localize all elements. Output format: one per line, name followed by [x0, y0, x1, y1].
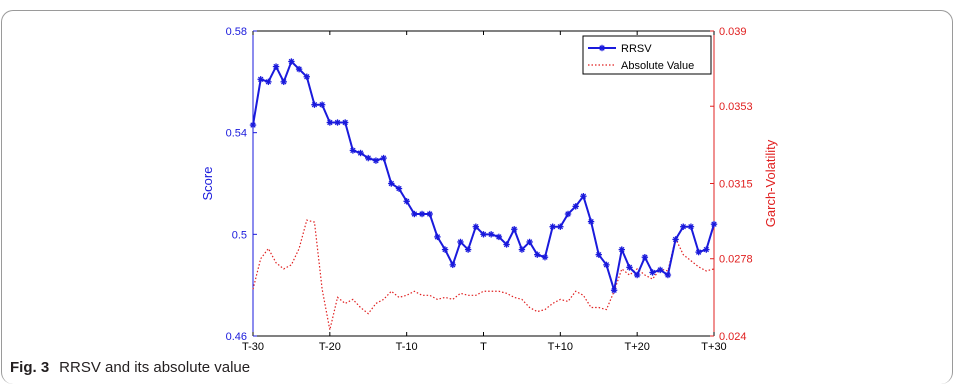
rrsv-point	[526, 238, 533, 246]
rrsv-point	[710, 220, 718, 228]
rrsv-point	[587, 218, 595, 225]
rrsv-point	[557, 223, 564, 230]
rrsv-point	[633, 271, 641, 279]
rrsv-point	[426, 210, 433, 218]
rrsv-point	[534, 251, 541, 258]
y-tick-label: 0.54	[226, 128, 247, 140]
x-tick-label: T-10	[396, 341, 418, 353]
figure-frame	[1, 10, 953, 384]
rrsv-point	[695, 248, 702, 256]
rrsv-point	[265, 78, 272, 86]
rrsv-point	[649, 269, 656, 276]
rrsv-point	[603, 261, 610, 269]
rrsv-point	[372, 157, 380, 164]
rrsv-point	[403, 198, 410, 205]
rrsv-point	[464, 246, 472, 253]
rrsv-point	[487, 231, 495, 238]
y-tick-label: 0.5	[232, 229, 247, 241]
figure-caption-label: Fig. 3	[10, 359, 50, 376]
rrsv-point	[272, 63, 280, 70]
y-tick-label: 0.46	[226, 331, 247, 343]
rrsv-point	[703, 246, 710, 253]
x-tick-label: T-20	[319, 341, 341, 353]
x-tick-label: T+10	[548, 341, 573, 353]
rrsv-point	[349, 147, 357, 154]
rrsv-point	[472, 223, 480, 230]
rrsv-point	[580, 193, 587, 200]
rrsv-point	[441, 246, 449, 253]
rrsv-point	[357, 149, 364, 157]
rrsv-point	[334, 119, 341, 126]
x-tick-label: T+30	[701, 341, 726, 353]
rrsv-point	[380, 154, 387, 162]
y2-tick-label: 0.0278	[719, 254, 753, 266]
rrsv-point	[680, 223, 687, 230]
rrsv-point	[257, 76, 264, 83]
rrsv-point	[280, 78, 287, 86]
rrsv-point	[326, 119, 334, 126]
rrsv-point	[449, 261, 456, 269]
rrsv-point	[288, 58, 295, 65]
rrsv-point	[664, 271, 672, 279]
legend-label-absolute-value: Absolute Value	[621, 60, 694, 72]
legend-marker-rrsv	[598, 44, 606, 52]
legend-box	[582, 35, 712, 75]
y2-tick-label: 0.0353	[719, 101, 753, 113]
y-axis-label: Score	[200, 167, 215, 201]
rrsv-point	[503, 241, 510, 248]
rrsv-point	[618, 246, 625, 253]
rrsv-point	[411, 210, 418, 218]
rrsv-point	[564, 210, 572, 218]
rrsv-point	[311, 101, 318, 108]
x-tick-label: T-30	[242, 341, 264, 353]
figure-caption: Fig. 3 RRSV and its absolute value	[10, 359, 250, 376]
rrsv-point	[457, 238, 464, 246]
rrsv-point	[572, 203, 579, 210]
rrsv-point	[365, 154, 372, 162]
rrsv-point	[303, 73, 310, 80]
rrsv-point	[641, 254, 649, 261]
y2-tick-label: 0.024	[719, 331, 747, 343]
y2-tick-label: 0.039	[719, 26, 747, 38]
rrsv-point	[395, 185, 403, 192]
y-tick-label: 0.58	[226, 26, 247, 38]
rrsv-point	[549, 223, 556, 230]
rrsv-point	[434, 233, 441, 241]
dual-axis-line-chart: T-30 T-20 T-10 T T+10 T+20 T+30 0.46 0.5 0.54 0.58…	[200, 26, 778, 353]
plot-area	[253, 31, 714, 336]
series-line-absolute-value	[252, 219, 715, 331]
figure-caption-text: RRSV and its absolute value	[59, 359, 251, 376]
y2-tick-label: 0.0315	[719, 179, 753, 191]
rrsv-point	[595, 251, 602, 258]
y2-axis-label: Garch-Volatility	[763, 139, 778, 227]
rrsv-point	[318, 101, 326, 108]
rrsv-point	[342, 119, 349, 126]
rrsv-point	[511, 226, 518, 233]
rrsv-point	[657, 266, 664, 274]
rrsv-point	[541, 254, 549, 261]
rrsv-point	[249, 121, 257, 129]
rrsv-point	[295, 65, 303, 73]
rrsv-point	[388, 180, 395, 187]
rrsv-point	[626, 264, 633, 271]
legend-label-rrsv: RRSV	[621, 43, 652, 55]
rrsv-point	[610, 287, 618, 294]
rrsv-point	[672, 236, 679, 243]
rrsv-point	[480, 231, 487, 238]
x-tick-label: T	[480, 341, 487, 353]
rrsv-point	[418, 210, 426, 218]
rrsv-point	[495, 233, 503, 241]
rrsv-point	[687, 223, 695, 230]
rrsv-point	[518, 246, 526, 253]
x-tick-label: T+20	[624, 341, 649, 353]
